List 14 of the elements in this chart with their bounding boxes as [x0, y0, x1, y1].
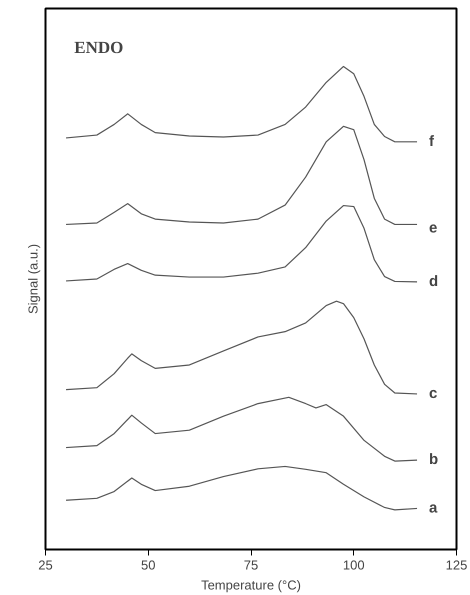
x-tick-label: 100: [342, 558, 365, 572]
x-axis-title: Temperature (°C): [201, 578, 301, 592]
x-tick-label: 125: [446, 558, 468, 572]
series-label: a: [429, 499, 438, 516]
series-label: f: [429, 132, 436, 150]
series-label: c: [429, 384, 438, 402]
series-label: b: [429, 451, 438, 468]
x-tick-label: 25: [38, 558, 53, 572]
x-tick-label: 75: [244, 558, 258, 572]
x-tick-label: 50: [141, 558, 156, 572]
series-label: d: [429, 272, 438, 290]
text: ENDO: [74, 38, 124, 57]
y-axis-title: Signal (a.u.): [26, 244, 40, 314]
series-label: e: [429, 219, 438, 236]
